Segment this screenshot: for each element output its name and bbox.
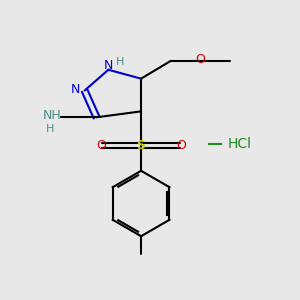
Text: N: N <box>71 82 80 96</box>
Text: NH: NH <box>43 109 61 122</box>
Text: O: O <box>176 139 186 152</box>
Text: O: O <box>96 139 106 152</box>
Text: O: O <box>196 53 206 66</box>
Text: N: N <box>104 59 113 72</box>
Text: H: H <box>116 57 124 67</box>
Text: H: H <box>46 124 55 134</box>
Text: S: S <box>136 139 146 152</box>
Text: HCl: HCl <box>227 137 251 151</box>
